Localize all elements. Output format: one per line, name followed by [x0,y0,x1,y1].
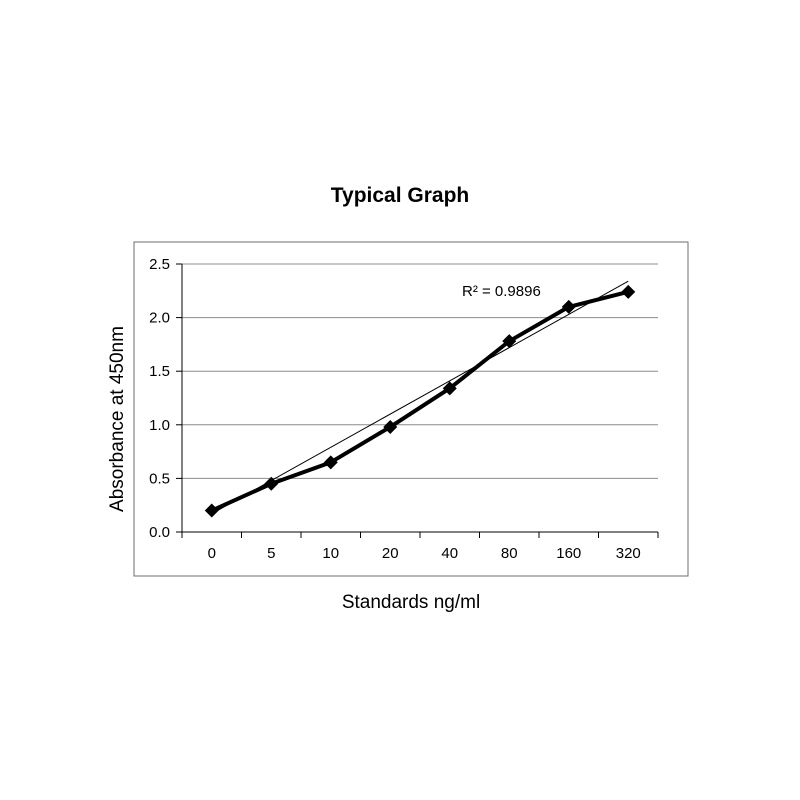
data-point-marker [621,284,636,299]
grid-lines [182,263,658,479]
y-tick-label: 0.0 [149,524,170,541]
data-point-marker [323,455,338,470]
x-tick-labels: 0 5 10 20 40 80 160 320 [208,545,641,562]
series-line [210,289,629,513]
data-point-marker [442,381,457,396]
x-axis-label: Standards ng/ml [341,592,481,613]
chart-title: Typical Graph [330,184,470,207]
x-tick-label: 320 [616,545,641,562]
trendline [211,280,629,515]
data-point-marker [383,419,398,434]
x-tick-label: 20 [382,545,399,562]
series-layer [210,289,629,513]
data-point-marker [561,299,576,314]
y-tick-label: 1.0 [149,417,170,434]
y-tick-labels: 0.0 0.5 1.0 1.5 2.0 2.5 [149,256,170,541]
chart-frame [133,241,689,577]
x-tick-label: 160 [556,545,581,562]
x-tick-label: 10 [322,545,339,562]
data-point-marker [204,503,219,518]
data-point-marker [502,334,517,349]
y-tick-label: 2.0 [149,310,170,327]
marker-layer [204,284,636,518]
x-tick-label: 40 [441,545,458,562]
x-tick-label: 5 [267,545,275,562]
y-tick-label: 1.5 [149,363,170,380]
r-squared-label: R² = 0.9896 [462,283,541,300]
data-point-marker [264,476,279,491]
x-tick-label: 80 [501,545,518,562]
trendline-layer [211,280,629,515]
axes [176,263,659,538]
y-tick-label: 2.5 [149,256,170,273]
x-tick-label: 0 [208,545,216,562]
y-axis-label: Absorbance at 450nm [107,326,128,512]
y-tick-label: 0.5 [149,470,170,487]
